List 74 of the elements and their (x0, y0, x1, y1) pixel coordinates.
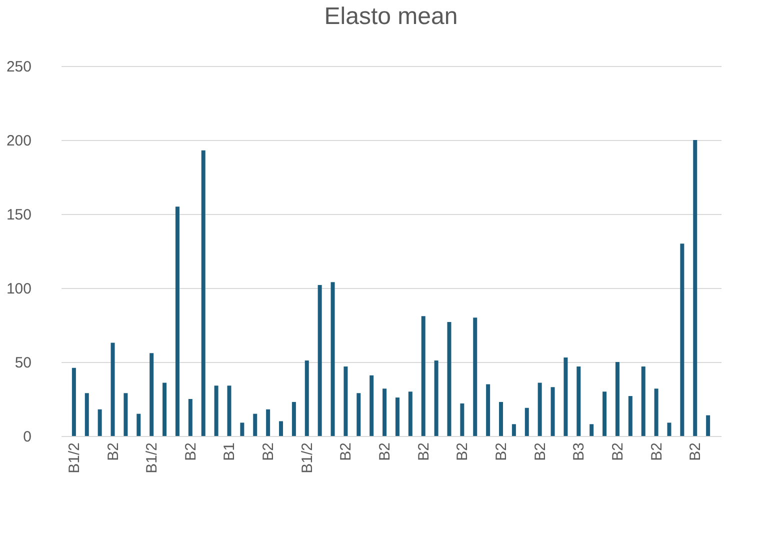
bar (395, 398, 400, 436)
bar (615, 362, 620, 436)
x-tick-label: B2 (648, 442, 666, 461)
x-tick-label: B2 (182, 442, 200, 461)
bar (162, 382, 167, 436)
bar (266, 409, 270, 436)
bar (538, 382, 542, 436)
bar (550, 387, 555, 436)
bar (447, 322, 452, 436)
bar (590, 424, 594, 436)
bar (72, 368, 76, 436)
bar (408, 392, 412, 436)
bar (110, 342, 115, 436)
bar (253, 414, 258, 436)
bar (512, 424, 516, 436)
y-tick-label: 100 (6, 280, 32, 298)
chart-title: Elasto mean (324, 3, 458, 30)
bar (318, 285, 322, 436)
bar (706, 415, 710, 436)
bar (602, 392, 607, 436)
x-tick-label: B2 (415, 442, 432, 461)
bar (304, 360, 309, 436)
x-tick-label: B2 (532, 442, 549, 461)
x-tick-label: B2 (376, 442, 394, 461)
x-tick-label: B1/2 (66, 442, 83, 474)
y-tick-label: 250 (6, 58, 32, 76)
bar (460, 403, 464, 436)
x-tick-label: B1/2 (144, 442, 161, 474)
bar (434, 360, 438, 436)
bar (693, 140, 698, 436)
bar (473, 318, 478, 436)
y-tick-label: 0 (23, 428, 32, 446)
x-tick-label: B1 (221, 442, 238, 461)
bar (279, 421, 283, 436)
bar (382, 388, 387, 436)
bar (356, 393, 361, 436)
bar (524, 408, 529, 436)
bar (201, 150, 206, 436)
bar (654, 388, 658, 436)
bar (124, 393, 128, 436)
bar (227, 386, 232, 436)
bar (344, 366, 348, 436)
y-tick-label: 50 (14, 354, 32, 372)
bar (330, 282, 335, 436)
bar (486, 384, 490, 436)
bar (628, 396, 632, 436)
x-tick-label: B2 (338, 442, 355, 461)
x-tick-label: B2 (454, 442, 472, 461)
bar (292, 402, 296, 436)
bar (641, 366, 646, 436)
bar (370, 375, 374, 436)
x-tick-label: B2 (260, 442, 278, 461)
x-tick-label: B2 (687, 442, 704, 461)
x-tick-label: B2 (104, 442, 122, 461)
y-tick-label: 150 (6, 206, 32, 224)
bar (667, 422, 672, 436)
bar (188, 399, 192, 436)
bar (576, 366, 581, 436)
y-tick-label: 200 (6, 132, 32, 150)
bar (84, 393, 89, 436)
bar (98, 409, 102, 436)
bar (136, 414, 141, 436)
bar (214, 386, 218, 436)
bar (564, 358, 568, 436)
bar (175, 206, 180, 436)
bar (240, 422, 244, 436)
x-tick-label: B3 (570, 442, 588, 461)
x-tick-label: B2 (609, 442, 626, 461)
bar (499, 402, 503, 436)
x-tick-label: B1/2 (298, 442, 316, 474)
bar (150, 353, 154, 436)
bar (421, 316, 426, 436)
bar (680, 244, 684, 436)
x-tick-label: B2 (493, 442, 510, 461)
